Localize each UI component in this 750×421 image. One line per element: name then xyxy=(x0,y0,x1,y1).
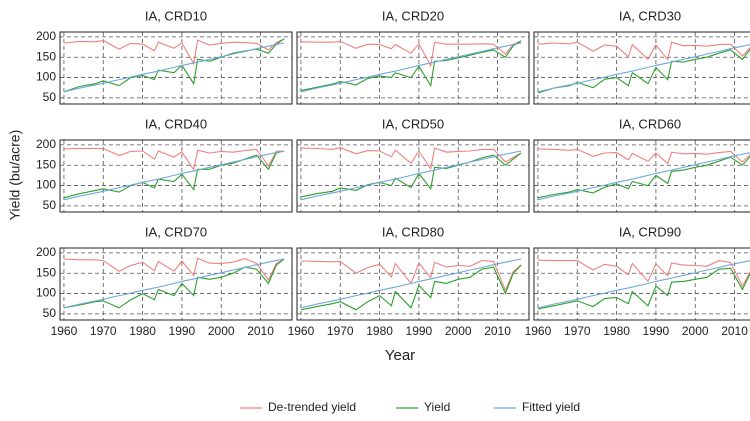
panel-frame xyxy=(296,139,530,213)
panel-frame xyxy=(533,31,750,105)
panel-title: IA, CRD50 xyxy=(382,116,444,131)
x-tick-label: 1990 xyxy=(643,324,670,338)
series-line xyxy=(537,44,750,93)
x-tick-label: 1970 xyxy=(564,324,591,338)
series-line xyxy=(300,258,522,309)
x-tick-label: 1960 xyxy=(51,324,78,338)
y-tick-label: 150 xyxy=(36,49,56,63)
panel-frame xyxy=(59,247,293,321)
panel-title: IA, CRD90 xyxy=(619,224,681,239)
series-line xyxy=(63,258,285,309)
series-line xyxy=(537,155,750,199)
y-tick-label: 50 xyxy=(43,198,57,212)
x-tick-label: 2000 xyxy=(682,324,709,338)
series-line xyxy=(537,148,750,165)
series-line xyxy=(63,42,285,93)
series-line xyxy=(300,42,522,93)
x-tick-label: 2010 xyxy=(247,324,274,338)
x-tick-label: 1970 xyxy=(90,324,117,338)
series-line xyxy=(537,267,750,310)
panel-frame xyxy=(296,247,530,321)
y-tick-label: 150 xyxy=(36,157,56,171)
y-tick-label: 100 xyxy=(36,178,56,192)
panel-title: IA, CRD30 xyxy=(619,8,681,23)
panel-frame xyxy=(533,247,750,321)
y-tick-label: 200 xyxy=(36,29,56,43)
y-tick-label: 100 xyxy=(36,70,56,84)
series-line xyxy=(300,260,522,292)
series-line xyxy=(63,38,285,93)
x-tick-label: 1960 xyxy=(288,324,315,338)
y-tick-label: 150 xyxy=(36,265,56,279)
x-tick-label: 1990 xyxy=(406,324,433,338)
x-tick-label: 2000 xyxy=(445,324,472,338)
x-tick-label: 2010 xyxy=(721,324,748,338)
legend-label: De-trended yield xyxy=(268,400,356,414)
series-line xyxy=(537,152,750,201)
series-line xyxy=(300,147,522,171)
x-tick-label: 2010 xyxy=(484,324,511,338)
legend-label: Yield xyxy=(424,400,450,414)
panel-frame xyxy=(296,31,530,105)
series-line xyxy=(537,41,750,61)
legend-label: Fitted yield xyxy=(522,400,580,414)
panel-title: IA, CRD60 xyxy=(619,116,681,131)
x-tick-label: 1980 xyxy=(603,324,630,338)
series-line xyxy=(63,38,285,66)
panel-title: IA, CRD80 xyxy=(382,224,444,239)
x-axis-label: Year xyxy=(385,347,415,364)
series-line xyxy=(537,260,750,309)
panel-frame xyxy=(59,31,293,105)
series-line xyxy=(63,147,285,172)
series-line xyxy=(300,40,522,68)
series-line xyxy=(537,48,750,94)
series-line xyxy=(537,259,750,288)
y-tick-label: 100 xyxy=(36,286,56,300)
panel-title: IA, CRD40 xyxy=(145,116,207,131)
series-line xyxy=(300,40,522,92)
y-axis-label: Yield (bu/acre) xyxy=(7,130,23,221)
panel-frame xyxy=(59,139,293,213)
series-line xyxy=(63,150,285,201)
panel-title: IA, CRD10 xyxy=(145,8,207,23)
y-tick-label: 50 xyxy=(43,90,57,104)
x-tick-label: 1980 xyxy=(129,324,156,338)
x-tick-label: 2000 xyxy=(208,324,235,338)
x-tick-label: 1970 xyxy=(327,324,354,338)
panel-title: IA, CRD70 xyxy=(145,224,207,239)
series-line xyxy=(300,150,522,201)
panel-title: IA, CRD20 xyxy=(382,8,444,23)
y-tick-label: 50 xyxy=(43,306,57,320)
x-tick-label: 1960 xyxy=(525,324,552,338)
series-line xyxy=(63,257,285,282)
series-line xyxy=(63,258,285,309)
y-tick-label: 200 xyxy=(36,245,56,259)
panel-frame xyxy=(533,139,750,213)
x-tick-label: 1990 xyxy=(169,324,196,338)
series-line xyxy=(300,264,522,311)
y-tick-label: 200 xyxy=(36,137,56,151)
x-tick-label: 1980 xyxy=(366,324,393,338)
